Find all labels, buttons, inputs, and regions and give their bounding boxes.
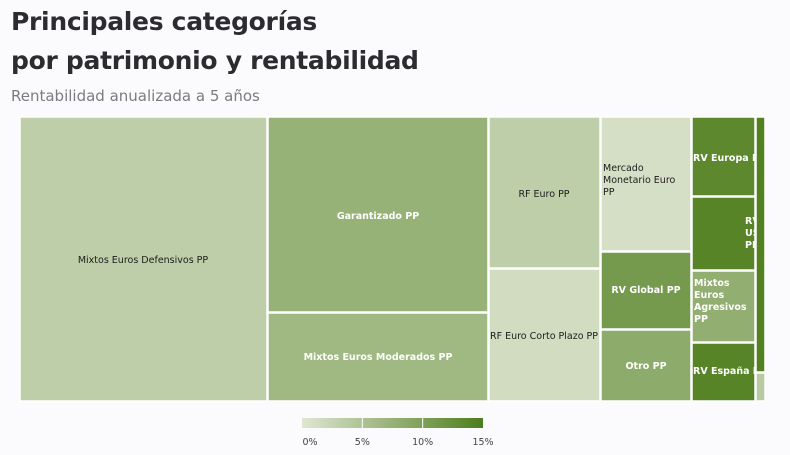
treemap-cell-cell-12[interactable] bbox=[755, 116, 766, 373]
chart-title: Principales categorías por patrimonio y … bbox=[11, 2, 419, 80]
legend-tick-label: 5% bbox=[355, 437, 370, 448]
treemap-cell-garantizado-pp[interactable] bbox=[267, 116, 489, 313]
chart-title-line-2: por patrimonio y rentabilidad bbox=[11, 46, 419, 75]
treemap-cell-mercado-monetario-euro-pp[interactable] bbox=[600, 116, 692, 252]
legend-tick-label: 15% bbox=[472, 437, 493, 448]
treemap-cell-rv-espana-pp[interactable] bbox=[691, 342, 756, 402]
treemap-cell-cell-13[interactable] bbox=[755, 372, 766, 402]
treemap-cell-mixtos-euros-moderados-pp[interactable] bbox=[267, 312, 489, 402]
legend-tick-label: 0% bbox=[302, 437, 317, 448]
treemap-cell-rf-euro-pp[interactable] bbox=[488, 116, 601, 269]
treemap-label-garantizado-pp: Garantizado PP bbox=[337, 211, 419, 222]
chart-title-line-1: Principales categorías bbox=[11, 7, 317, 36]
treemap-label-rv-global-pp: RV Global PP bbox=[611, 285, 680, 296]
legend-gradient-bar bbox=[302, 418, 483, 428]
treemap-cell-rf-euro-corto-plazo-pp[interactable] bbox=[488, 268, 601, 402]
treemap-cell-otro-pp[interactable] bbox=[600, 329, 692, 402]
treemap-cell-rv-global-pp[interactable] bbox=[600, 251, 692, 330]
treemap-cell-mixtos-euros-agresivos-pp[interactable] bbox=[691, 270, 756, 343]
treemap-label-rf-euro-pp: RF Euro PP bbox=[518, 189, 569, 200]
treemap-cell-mixtos-euros-defensivos-pp[interactable] bbox=[19, 116, 268, 402]
treemap-label-mixtos-euros-moderados-pp: Mixtos Euros Moderados PP bbox=[304, 352, 453, 363]
treemap-label-mixtos-euros-agresivos-pp: Mixtos Euros Agresivos PP bbox=[694, 278, 747, 325]
treemap-cell-rv-europa-pp[interactable] bbox=[691, 116, 756, 197]
treemap-label-otro-pp: Otro PP bbox=[625, 361, 666, 372]
treemap-label-rv-europa-pp: RV Europa PP bbox=[693, 153, 766, 164]
legend-tick-label: 10% bbox=[412, 437, 433, 448]
treemap-label-rf-euro-corto-plazo-pp: RF Euro Corto Plazo PP bbox=[490, 331, 598, 342]
treemap-label-rv-espana-pp: RV España PP bbox=[693, 366, 767, 377]
treemap-label-mixtos-euros-defensivos-pp: Mixtos Euros Defensivos PP bbox=[78, 255, 209, 266]
treemap-label-mercado-monetario-euro-pp: Mercado Monetario Euro PP bbox=[603, 163, 676, 198]
chart-subtitle: Rentabilidad anualizada a 5 años bbox=[11, 87, 260, 105]
treemap-cell-rv-usa-pp[interactable] bbox=[691, 196, 756, 271]
